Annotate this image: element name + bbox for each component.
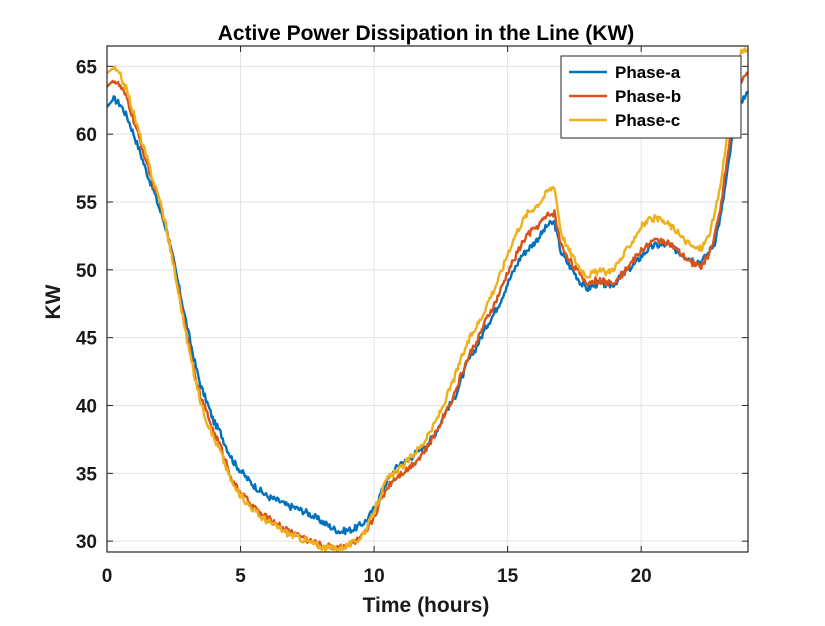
legend-label: Phase-b (615, 87, 681, 106)
legend-items: Phase-a Phase-b Phase-c (569, 63, 681, 130)
y-tick-label: 50 (76, 261, 97, 282)
series-lines (106, 47, 749, 553)
legend-label: Phase-c (615, 111, 680, 130)
y-tick-label: 40 (76, 396, 97, 417)
x-tick-label: 15 (497, 566, 519, 587)
x-tick-label: 20 (631, 566, 652, 587)
legend-label: Phase-a (615, 63, 681, 82)
y-tick-label: 45 (76, 329, 98, 350)
axis-ticks: 0 5 10 15 20 30 35 40 45 50 55 60 65 (76, 46, 748, 587)
series-line-phase-c (106, 47, 749, 553)
x-axis-label: Time (hours) (363, 594, 490, 617)
chart-title: Active Power Dissipation in the Line (KW… (218, 22, 635, 45)
y-tick-label: 60 (76, 125, 97, 146)
x-tick-label: 0 (102, 566, 113, 587)
x-tick-label: 5 (235, 566, 246, 587)
x-tick-label: 10 (364, 566, 385, 587)
y-tick-label: 30 (76, 532, 97, 553)
y-tick-label: 35 (76, 464, 98, 485)
y-axis-label: KW (42, 284, 65, 319)
y-tick-label: 65 (76, 57, 98, 78)
legend: Phase-a Phase-b Phase-c (560, 55, 742, 139)
y-tick-label: 55 (76, 193, 98, 214)
plot-frame (106, 45, 749, 553)
grid-lines (106, 46, 748, 552)
